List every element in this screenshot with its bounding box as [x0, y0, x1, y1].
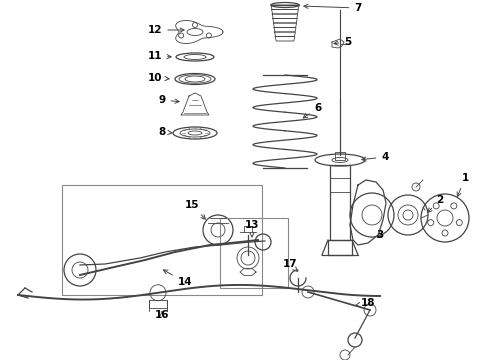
Text: 13: 13 — [245, 220, 259, 237]
Text: 15: 15 — [185, 200, 205, 219]
Text: 4: 4 — [362, 152, 389, 162]
Bar — [335, 152, 345, 160]
Text: 9: 9 — [158, 95, 179, 105]
Bar — [330, 165, 350, 240]
Text: 18: 18 — [355, 298, 375, 308]
Text: 5: 5 — [334, 37, 352, 47]
Bar — [328, 240, 352, 255]
Text: 8: 8 — [158, 127, 172, 137]
Text: 16: 16 — [155, 310, 169, 320]
Text: 17: 17 — [283, 259, 298, 272]
Bar — [220, 218, 288, 288]
Text: 7: 7 — [304, 3, 362, 13]
Text: 1: 1 — [457, 173, 468, 197]
Text: 14: 14 — [163, 270, 192, 287]
Text: 10: 10 — [148, 73, 169, 83]
Text: 2: 2 — [428, 195, 443, 212]
Bar — [62, 185, 262, 295]
Bar — [149, 300, 167, 308]
Text: 3: 3 — [376, 230, 384, 240]
Text: 6: 6 — [303, 103, 321, 118]
Text: 11: 11 — [148, 51, 171, 61]
Text: 12: 12 — [148, 25, 184, 35]
